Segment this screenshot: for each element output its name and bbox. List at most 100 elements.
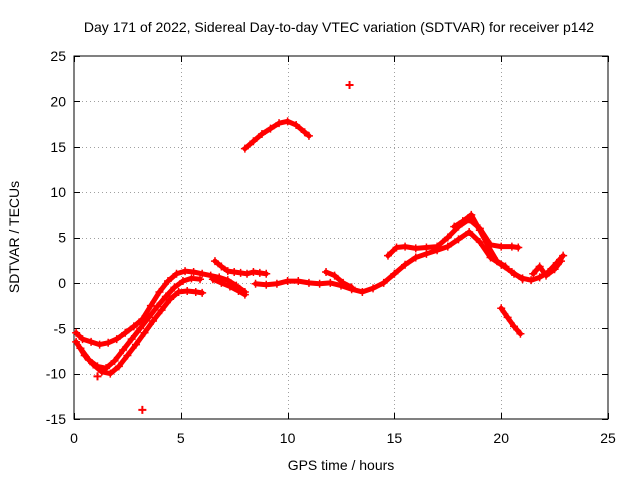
data-point-marker <box>497 242 506 251</box>
data-point-marker <box>149 316 158 325</box>
x-axis-label: GPS time / hours <box>288 457 395 473</box>
series-band <box>323 269 355 290</box>
data-point-marker <box>510 322 519 331</box>
data-point-marker <box>465 228 474 237</box>
data-series-7 <box>251 228 527 296</box>
data-point-marker <box>501 262 510 271</box>
data-point-marker <box>129 322 138 331</box>
data-point-marker <box>304 131 313 140</box>
outlier-point <box>345 81 354 90</box>
data-point-marker <box>187 274 196 283</box>
data-point-marker <box>183 287 192 296</box>
outlier-layer <box>93 81 354 414</box>
data-point-marker <box>262 280 271 289</box>
data-point-marker <box>255 268 264 277</box>
outlier-point <box>138 405 147 414</box>
x-tick-label: 0 <box>70 430 78 446</box>
data-point-marker <box>72 337 81 346</box>
data-point-marker <box>243 269 252 278</box>
data-point-marker <box>326 278 335 287</box>
data-point-marker <box>266 124 275 133</box>
data-point-marker <box>127 335 136 344</box>
data-point-marker <box>251 279 260 288</box>
data-point-marker <box>87 337 96 346</box>
data-point-marker <box>443 233 452 242</box>
data-point-marker <box>114 362 123 371</box>
data-point-marker <box>559 251 568 260</box>
data-series-13 <box>529 257 566 280</box>
data-point-marker <box>123 351 132 360</box>
data-point-marker <box>210 257 219 266</box>
data-point-marker <box>76 344 85 353</box>
data-point-marker <box>443 242 452 251</box>
data-point-marker <box>516 329 525 338</box>
data-point-marker <box>262 269 271 278</box>
y-tick-label: 5 <box>58 230 66 246</box>
data-point-marker <box>170 283 179 292</box>
data-point-marker <box>467 210 476 219</box>
data-point-marker <box>535 273 544 282</box>
data-point-marker <box>136 324 145 333</box>
data-point-marker <box>144 313 153 322</box>
data-point-marker <box>223 267 232 276</box>
data-point-marker <box>181 267 190 276</box>
data-point-marker <box>283 117 292 126</box>
data-point-marker <box>300 128 309 137</box>
tick-marks <box>74 56 609 420</box>
data-point-marker <box>392 243 401 252</box>
data-point-marker <box>507 242 516 251</box>
data-series-4 <box>210 257 271 278</box>
data-point-marker <box>153 302 162 311</box>
data-point-marker <box>390 269 399 278</box>
y-tick-label: -10 <box>46 366 66 382</box>
data-point-marker <box>347 283 356 292</box>
data-point-marker <box>249 267 258 276</box>
data-point-marker <box>223 276 232 285</box>
data-point-marker <box>236 268 245 277</box>
data-point-marker <box>196 275 205 284</box>
data-point-marker <box>95 340 104 349</box>
data-point-marker <box>104 338 113 347</box>
data-point-marker <box>257 130 266 139</box>
data-point-marker <box>497 304 506 313</box>
data-point-marker <box>379 278 388 287</box>
data-point-marker <box>557 257 566 266</box>
data-point-marker <box>163 277 172 286</box>
y-tick-label: 10 <box>50 184 66 200</box>
data-point-marker <box>401 242 410 251</box>
data-point-marker <box>322 267 331 276</box>
data-point-marker <box>240 144 249 153</box>
data-point-marker <box>411 244 420 253</box>
x-tick-label: 20 <box>493 430 509 446</box>
data-point-marker <box>106 369 115 378</box>
data-point-marker <box>178 277 187 286</box>
data-point-marker <box>450 222 459 231</box>
data-point-marker <box>189 267 198 276</box>
data-point-marker <box>172 269 181 278</box>
data-point-marker <box>230 267 239 276</box>
data-point-marker <box>411 253 420 262</box>
series-layer <box>72 117 568 378</box>
data-point-marker <box>191 287 200 296</box>
data-point-marker <box>240 290 249 299</box>
data-point-marker <box>217 278 226 287</box>
data-point-marker <box>535 262 544 271</box>
y-tick-label: 0 <box>58 275 66 291</box>
data-point-marker <box>121 328 130 337</box>
data-point-marker <box>304 278 313 287</box>
data-point-marker <box>102 364 111 373</box>
data-point-marker <box>283 277 292 286</box>
data-point-marker <box>225 282 234 291</box>
data-point-marker <box>550 265 559 274</box>
data-point-marker <box>518 274 527 283</box>
data-series-3 <box>76 274 205 373</box>
data-series-1 <box>72 267 249 349</box>
data-point-marker <box>140 328 149 337</box>
data-point-marker <box>383 251 392 260</box>
data-series-10 <box>450 210 510 271</box>
data-point-marker <box>433 242 442 251</box>
plot-frame <box>73 55 609 420</box>
tick-labels: 0 5 10 15 20 25 -15 -10 -5 0 5 10 15 20 25 <box>46 48 616 446</box>
data-point-marker <box>275 119 284 128</box>
